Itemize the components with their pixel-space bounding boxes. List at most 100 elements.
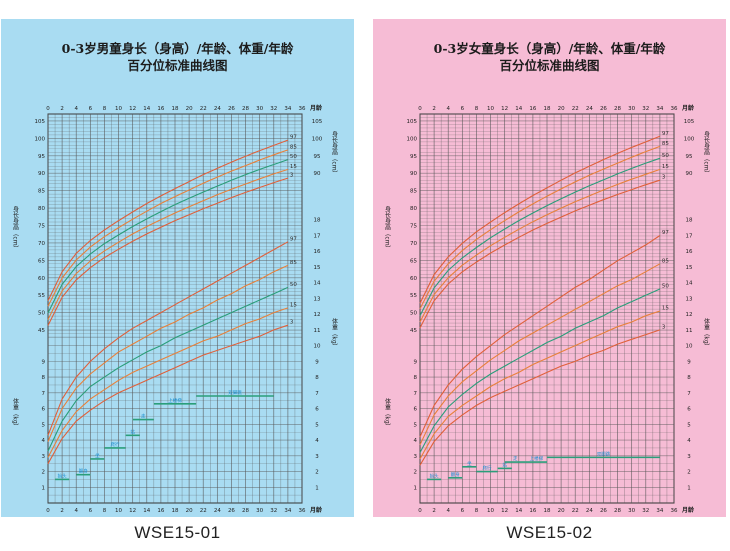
x-tick-label: 34 bbox=[656, 508, 663, 514]
x-tick-label: 36 bbox=[671, 508, 678, 514]
x-tick-label: 30 bbox=[628, 508, 635, 514]
height-percentile-label: 15 bbox=[290, 164, 297, 170]
weight-percentile-line-p50 bbox=[419, 288, 661, 453]
height-tick-label: 65 bbox=[38, 258, 45, 264]
height-axis-label: 身长身高（cm） bbox=[384, 206, 391, 252]
weight-tick-label: 3 bbox=[42, 454, 46, 460]
weight-tick-label: 2 bbox=[414, 470, 418, 476]
milestone-label: 走 bbox=[141, 414, 146, 420]
x-tick-label: 0 bbox=[418, 106, 422, 112]
x-tick-label: 34 bbox=[284, 508, 291, 514]
weight-percentile-label: 3 bbox=[662, 324, 666, 330]
x-tick-label: 20 bbox=[186, 508, 193, 514]
height-tick-label: 90 bbox=[38, 171, 45, 177]
height-percentile-label: 97 bbox=[290, 135, 297, 141]
height-tick-label-right: 90 bbox=[686, 171, 693, 177]
x-tick-label: 26 bbox=[600, 508, 607, 514]
x-tick-label: 0 bbox=[46, 106, 50, 112]
x-tick-label: 10 bbox=[487, 106, 494, 112]
milestone-label: 坐 bbox=[467, 460, 472, 467]
weight-tick-label-right: 16 bbox=[314, 249, 321, 255]
height-tick-label: 100 bbox=[35, 136, 46, 142]
x-tick-label: 26 bbox=[228, 106, 235, 112]
x-tick-label: 10 bbox=[115, 106, 122, 112]
weight-tick-label-right: 6 bbox=[687, 407, 691, 413]
x-tick-label: 2 bbox=[432, 106, 436, 112]
weight-percentile-label: 15 bbox=[662, 306, 669, 312]
x-tick-label: 14 bbox=[515, 106, 522, 112]
weight-tick-label-right: 6 bbox=[315, 407, 319, 413]
weight-tick-label-right: 12 bbox=[686, 312, 693, 318]
x-axis-label: 月龄 bbox=[309, 506, 323, 514]
weight-percentile-label: 85 bbox=[290, 260, 297, 266]
height-tick-label: 95 bbox=[38, 154, 45, 160]
x-tick-label: 14 bbox=[515, 508, 522, 514]
weight-tick-label-right: 4 bbox=[687, 438, 691, 444]
x-tick-label: 24 bbox=[214, 508, 221, 514]
milestone-label: 上楼梯 bbox=[530, 455, 544, 462]
weight-tick-label: 6 bbox=[414, 407, 418, 413]
height-percentile-label: 85 bbox=[662, 141, 669, 147]
x-tick-label: 16 bbox=[157, 508, 164, 514]
x-tick-label: 10 bbox=[115, 508, 122, 514]
milestone-label: 双脚跳 bbox=[228, 389, 242, 396]
height-percentile-line-p15 bbox=[47, 168, 289, 320]
x-tick-label: 26 bbox=[228, 508, 235, 514]
product-code-right: WSE15-02 bbox=[506, 523, 593, 542]
x-tick-label: 30 bbox=[256, 508, 263, 514]
height-percentile-label: 85 bbox=[290, 144, 297, 150]
height-percentile-line-p97 bbox=[47, 139, 289, 302]
weight-tick-label: 9 bbox=[42, 359, 46, 365]
x-tick-label: 36 bbox=[299, 508, 306, 514]
weight-tick-label-right: 11 bbox=[686, 328, 693, 334]
milestone-label: 上楼梯 bbox=[168, 397, 182, 404]
x-tick-label: 32 bbox=[270, 106, 277, 112]
weight-tick-label: 3 bbox=[414, 454, 418, 460]
weight-tick-label-right: 8 bbox=[315, 375, 319, 381]
weight-percentile-line-p85 bbox=[419, 263, 661, 446]
x-tick-label: 14 bbox=[143, 508, 150, 514]
x-tick-label: 12 bbox=[129, 106, 136, 112]
weight-axis-label: 体重（kg） bbox=[384, 398, 391, 430]
chart-title: 0-3岁女童身长（身高）/年龄、体重/年龄 bbox=[433, 41, 666, 56]
x-tick-label: 18 bbox=[544, 106, 551, 112]
weight-tick-label: 4 bbox=[42, 438, 46, 444]
height-tick-label: 80 bbox=[38, 206, 45, 212]
x-tick-label: 30 bbox=[628, 106, 635, 112]
height-percentile-label: 50 bbox=[662, 153, 669, 159]
height-axis-label-right: 身长身高（cm） bbox=[331, 131, 338, 177]
weight-percentile-line-p15 bbox=[419, 310, 661, 460]
x-tick-label: 8 bbox=[103, 508, 107, 514]
boy-growth-chart: 0022446688101012121414161618182020222224… bbox=[12, 104, 338, 514]
x-tick-label: 4 bbox=[74, 106, 78, 112]
weight-tick-label-right: 14 bbox=[686, 281, 693, 287]
height-tick-label: 95 bbox=[410, 154, 417, 160]
weight-tick-label-right: 7 bbox=[687, 391, 691, 397]
weight-tick-label-right: 4 bbox=[315, 438, 319, 444]
chart-subtitle: 百分位标准曲线图 bbox=[499, 58, 600, 73]
x-tick-label: 36 bbox=[299, 106, 306, 112]
weight-axis-label-right: 体重（kg） bbox=[703, 318, 710, 350]
weight-tick-label: 7 bbox=[414, 391, 418, 397]
x-tick-label: 28 bbox=[614, 106, 621, 112]
x-tick-label: 32 bbox=[642, 106, 649, 112]
height-percentile-line-p15 bbox=[419, 168, 661, 323]
x-axis-label: 月龄 bbox=[681, 104, 695, 112]
weight-tick-label-right: 8 bbox=[687, 375, 691, 381]
weight-tick-label-right: 13 bbox=[314, 296, 321, 302]
x-axis-label: 月龄 bbox=[681, 506, 695, 514]
milestone-label: 爬行 bbox=[483, 465, 492, 472]
x-tick-label: 18 bbox=[172, 106, 179, 112]
x-tick-label: 6 bbox=[461, 508, 465, 514]
x-tick-label: 28 bbox=[242, 106, 249, 112]
weight-percentile-label: 3 bbox=[290, 320, 294, 326]
height-tick-label-right: 95 bbox=[314, 154, 321, 160]
weight-percentile-line-p3 bbox=[47, 324, 289, 464]
x-tick-label: 2 bbox=[60, 106, 64, 112]
height-tick-label: 45 bbox=[410, 328, 417, 334]
weight-tick-label: 1 bbox=[414, 485, 418, 491]
weight-percentile-line-p85 bbox=[47, 264, 289, 442]
height-percentile-line-p3 bbox=[419, 179, 661, 329]
